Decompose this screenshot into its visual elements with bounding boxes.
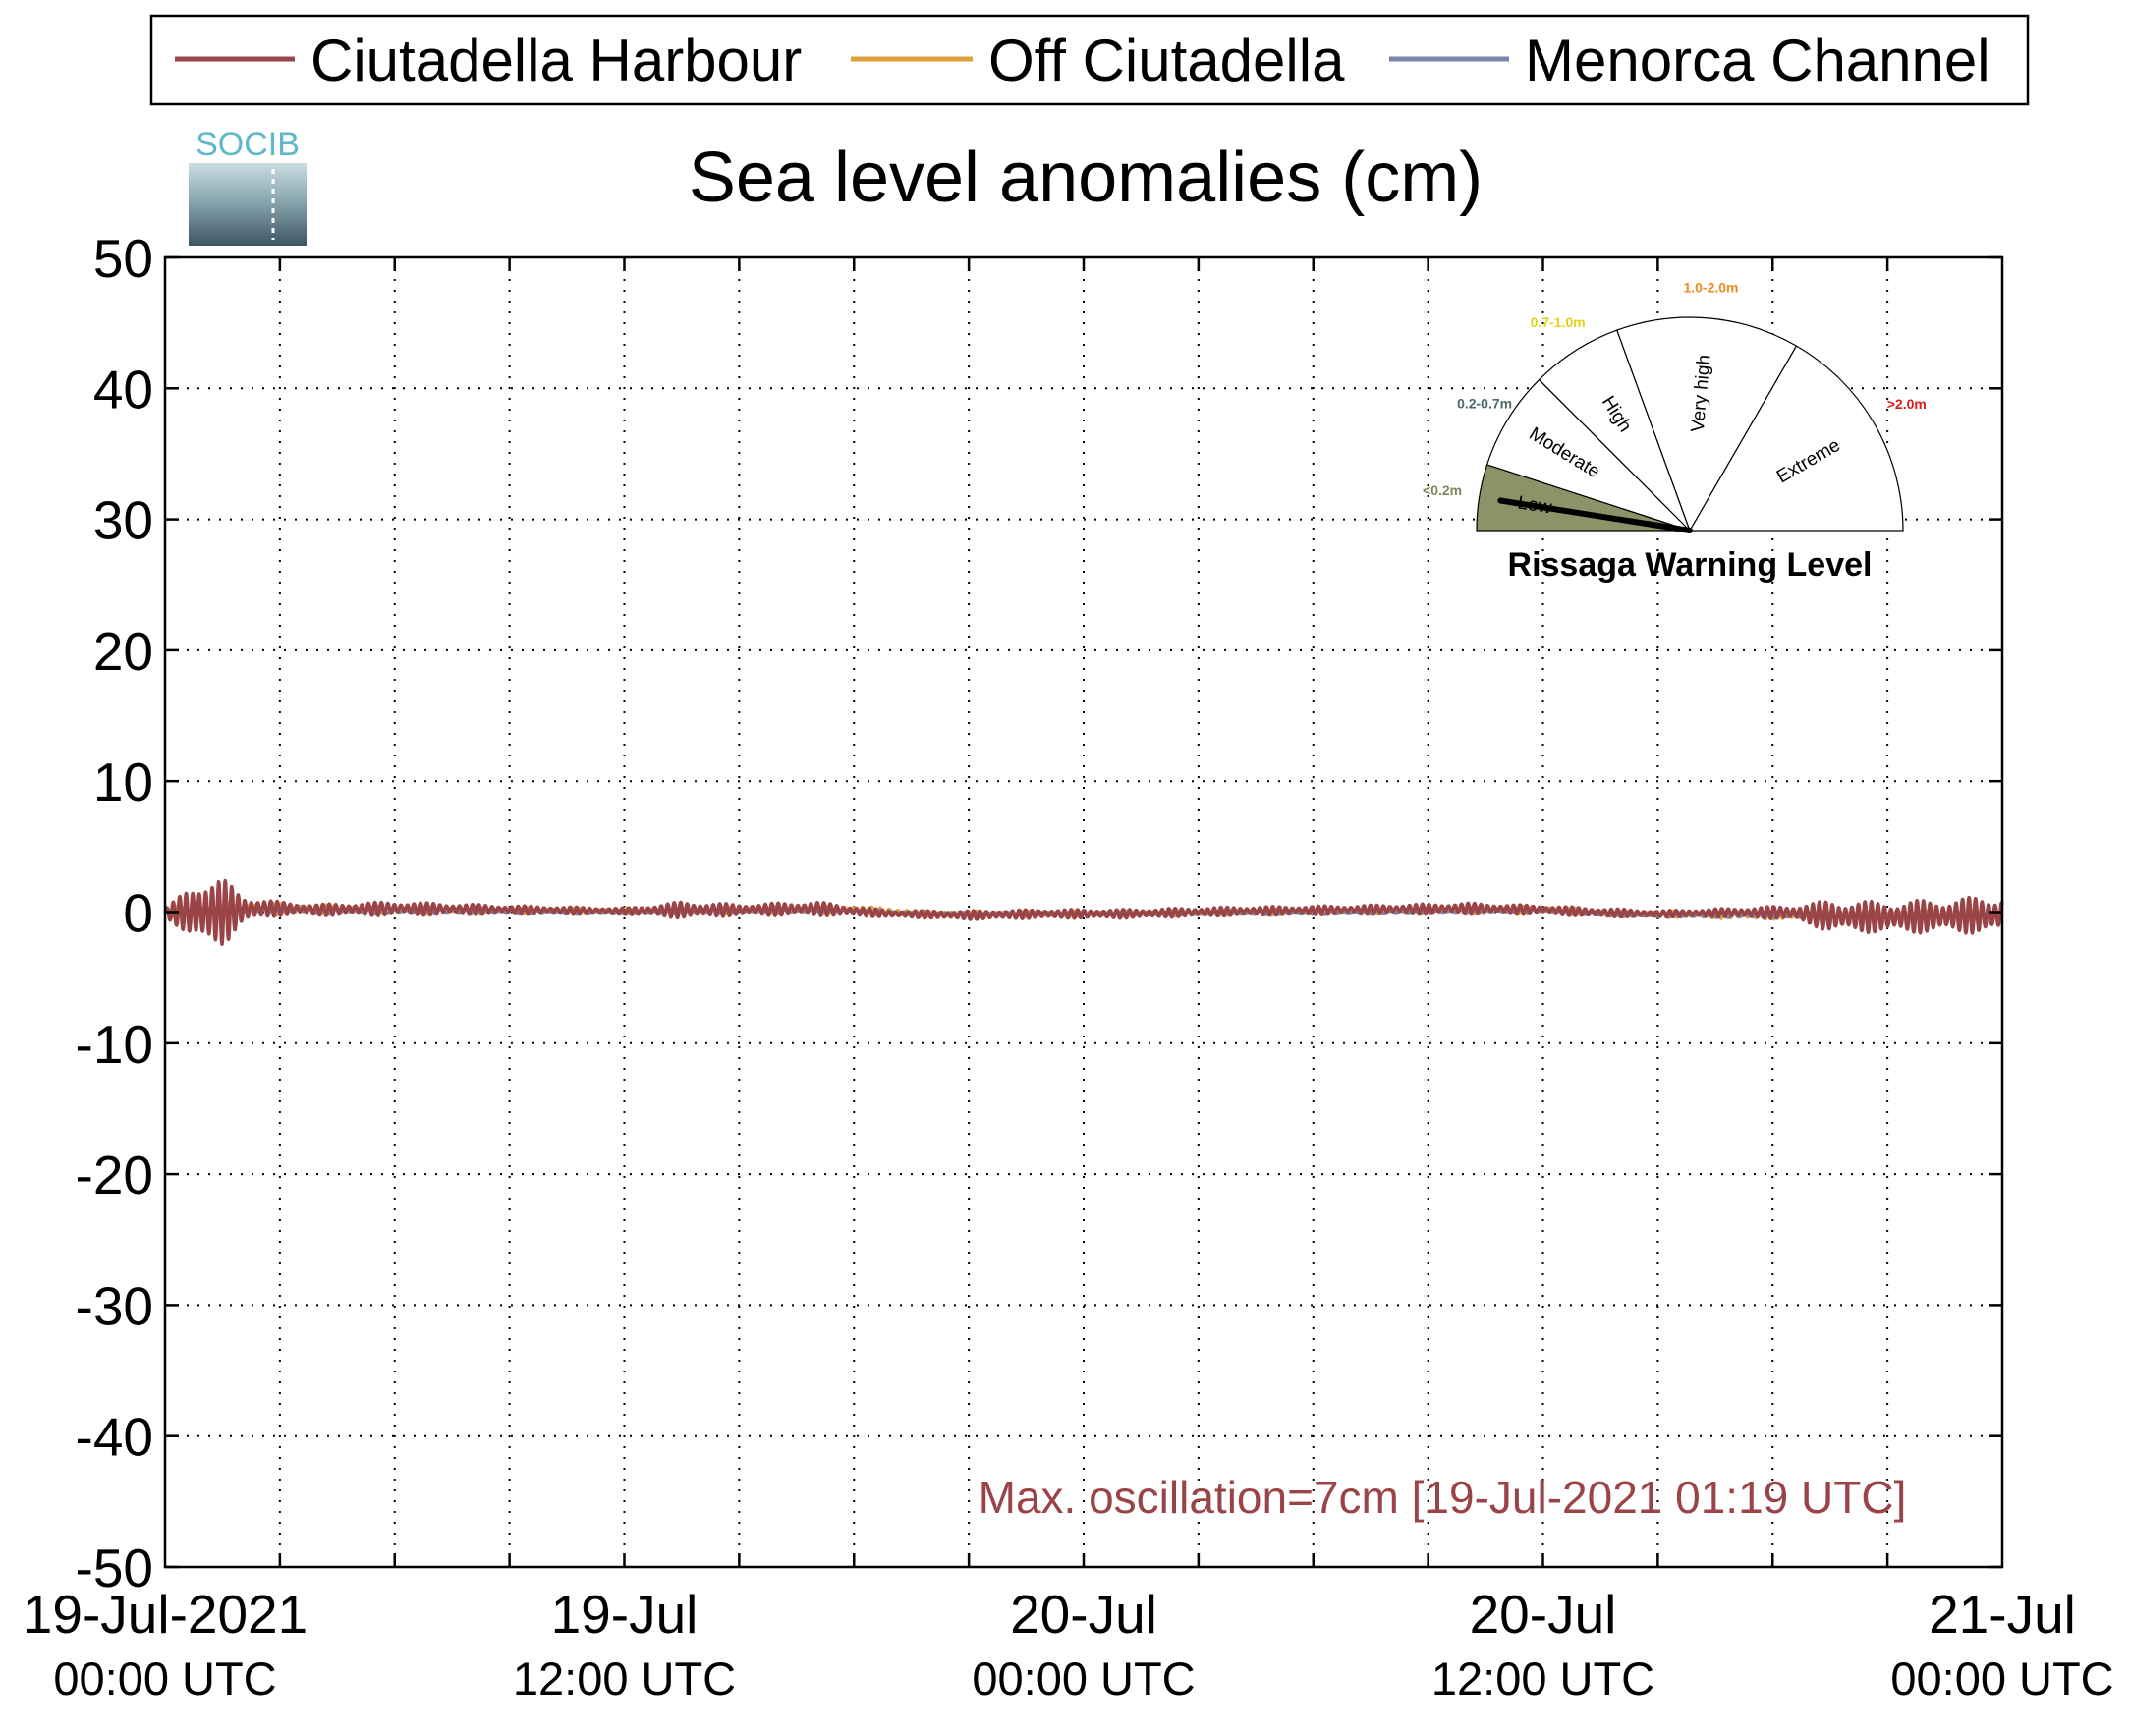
series-line-ciutadella-harbour [163, 878, 2004, 947]
socib-logo: SOCIB [189, 126, 307, 246]
gauge-range-label: <0.2m [1423, 482, 1462, 498]
y-tick-label: -20 [76, 1145, 154, 1205]
axis-ticks [165, 255, 2002, 1569]
x-tick-label-time: 00:00 UTC [972, 1652, 1195, 1705]
gauge-sector-very-high [1616, 316, 1798, 532]
gauge-range-label: >2.0m [1887, 396, 1927, 412]
y-tick-label: 0 [123, 883, 153, 944]
y-tick-label: -30 [76, 1275, 154, 1336]
max-oscillation-annotation: Max. oscillation=7cm [19-Jul-2021 01:19 … [979, 1472, 1907, 1523]
legend-label: Ciutadella Harbour [310, 28, 802, 93]
y-tick-label: -50 [76, 1538, 154, 1598]
rissaga-warning-gauge: Low<0.2mModerate0.2-0.7mHigh0.7-1.0mVery… [1423, 280, 1927, 584]
x-tick-label-time: 00:00 UTC [1890, 1652, 2113, 1705]
gauge-title: Rissaga Warning Level [1508, 546, 1873, 584]
gauge-sector-moderate [1485, 378, 1691, 532]
x-tick-label-date: 20-Jul [1010, 1584, 1157, 1645]
x-tick-labels: 19-Jul-2021 00:00 UTC 19-Jul 12:00 UTC 20-Ju… [23, 1584, 2114, 1705]
x-tick-label-date: 21-Jul [1929, 1584, 2076, 1645]
gauge-range-label: 0.2-0.7m [1457, 396, 1512, 412]
x-tick-label-date: 19-Jul [551, 1584, 699, 1645]
y-tick-labels: 50 40 30 20 10 0 -10 -20 -30 -40 -50 [76, 228, 154, 1598]
y-tick-label: -10 [76, 1014, 154, 1075]
legend-label: Off Ciutadella [988, 28, 1345, 93]
logo-text: SOCIB [196, 126, 300, 163]
chart-title: Sea level anomalies (cm) [689, 139, 1483, 217]
y-tick-label: 40 [93, 359, 153, 420]
y-tick-label: 30 [93, 490, 153, 551]
x-tick-label-date: 19-Jul-2021 [23, 1584, 308, 1645]
x-tick-label-time: 12:00 UTC [1431, 1652, 1654, 1705]
gauge-range-label: 0.7-1.0m [1531, 314, 1586, 330]
legend-label: Menorca Channel [1525, 28, 1990, 93]
x-tick-label-time: 00:00 UTC [53, 1652, 276, 1705]
gauge-sector-extreme [1688, 345, 1904, 532]
y-tick-label: -40 [76, 1407, 154, 1468]
y-tick-label: 10 [93, 752, 153, 812]
x-tick-label-time: 12:00 UTC [513, 1652, 736, 1705]
logo-gradient-block [189, 163, 307, 246]
series-layer [163, 878, 2004, 947]
legend-box [149, 14, 2030, 106]
legend: Ciutadella Harbour Off Ciutadella Menorca … [149, 14, 2030, 106]
x-tick-label-date: 20-Jul [1470, 1584, 1617, 1645]
y-tick-label: 50 [93, 228, 153, 289]
gauge-range-label: 1.0-2.0m [1683, 280, 1738, 296]
gauge-needle [1497, 497, 1693, 533]
y-tick-label: 20 [93, 621, 153, 682]
